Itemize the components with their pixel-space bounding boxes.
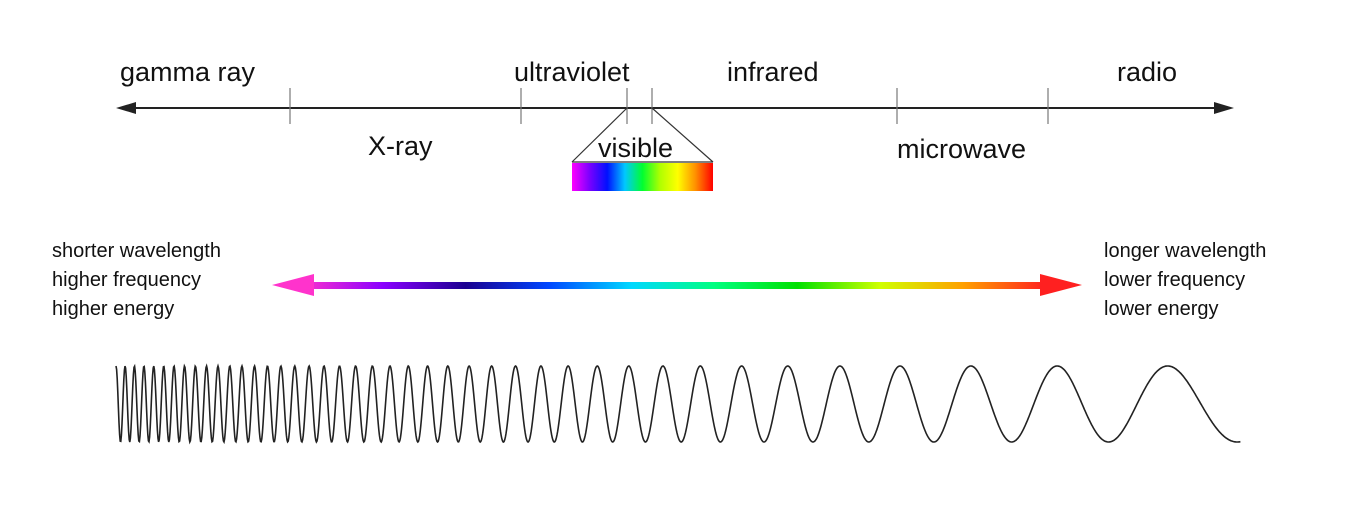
- gradient-arrow-left-head: [272, 274, 314, 296]
- visible-zoom-line-left: [571, 107, 628, 163]
- right-description: longer wavelength lower frequency lower …: [1104, 237, 1266, 324]
- wave-curve: [115, 363, 1241, 445]
- gradient-arrow-shaft: [300, 282, 1046, 289]
- left-description: shorter wavelength higher frequency high…: [52, 237, 221, 324]
- label-ultraviolet: ultraviolet: [514, 57, 630, 87]
- gradient-arrow-right-head: [1040, 274, 1082, 296]
- label-gamma-ray: gamma ray: [120, 57, 256, 87]
- label-microwave: microwave: [897, 134, 1027, 164]
- right-description-line: longer wavelength: [1104, 240, 1267, 262]
- left-description-line: shorter wavelength: [52, 240, 221, 262]
- axis-left-arrowhead: [116, 102, 136, 114]
- left-description-line: higher frequency: [52, 269, 201, 291]
- axis-right-arrowhead: [1214, 102, 1234, 114]
- visible-spectrum-bar: [572, 163, 713, 191]
- label-infrared: infrared: [727, 57, 819, 87]
- right-description-line: lower frequency: [1104, 269, 1246, 291]
- right-description-line: lower energy: [1104, 298, 1219, 320]
- left-description-line: higher energy: [52, 298, 175, 320]
- label-visible: visible: [598, 133, 674, 163]
- visible-zoom-line-right: [651, 107, 714, 163]
- label-radio: radio: [1117, 57, 1178, 87]
- label-x-ray: X-ray: [368, 131, 433, 161]
